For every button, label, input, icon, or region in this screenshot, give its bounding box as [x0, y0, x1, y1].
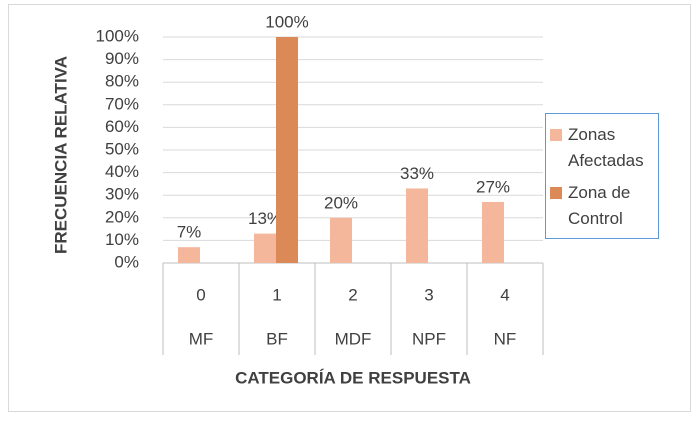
x-tick-label: 2	[348, 285, 357, 304]
x-subcategory-label: NF	[494, 329, 517, 348]
legend-swatch	[550, 187, 562, 199]
y-tick-label: 40%	[105, 162, 139, 181]
legend-label: Zona de Control	[568, 183, 631, 228]
bar	[330, 217, 352, 263]
y-tick-label: 0%	[114, 252, 139, 271]
data-label: 100%	[265, 12, 308, 31]
y-axis-title: FRECUENCIA RELATIVA	[51, 56, 70, 254]
y-tick-label: 80%	[105, 72, 139, 91]
x-subcategory-label: MF	[189, 329, 214, 348]
legend-item: Zona de Control	[550, 180, 654, 232]
data-label: 7%	[177, 223, 202, 242]
y-tick-label: 10%	[105, 230, 139, 249]
bar	[406, 188, 428, 263]
y-tick-label: 70%	[105, 94, 139, 113]
bar	[254, 233, 276, 263]
bar	[178, 247, 200, 263]
x-tick-label: 3	[424, 285, 433, 304]
y-tick-label: 90%	[105, 49, 139, 68]
x-tick-label: 1	[272, 285, 281, 304]
y-tick-label: 50%	[105, 139, 139, 158]
x-subcategory-label: BF	[266, 329, 288, 348]
bar	[482, 201, 504, 263]
legend-label: Zonas Afectadas	[568, 125, 644, 170]
data-label: 33%	[400, 164, 434, 183]
legend-swatch	[550, 129, 562, 141]
x-tick-label: 0	[196, 285, 205, 304]
legend-item: Zonas Afectadas	[550, 122, 654, 174]
data-label: 20%	[324, 193, 358, 212]
data-label: 13%	[248, 209, 282, 228]
y-tick-label: 100%	[96, 26, 139, 45]
y-tick-label: 60%	[105, 117, 139, 136]
y-tick-label: 30%	[105, 185, 139, 204]
bar	[276, 37, 298, 263]
x-axis-title: CATEGORÍA DE RESPUESTA	[235, 368, 471, 387]
y-tick-label: 20%	[105, 207, 139, 226]
chart-border	[8, 4, 691, 412]
data-label: 27%	[476, 177, 510, 196]
x-tick-label: 4	[500, 285, 509, 304]
x-subcategory-label: MDF	[335, 329, 372, 348]
x-subcategory-label: NPF	[412, 329, 446, 348]
legend: Zonas Afectadas Zona de Control	[545, 113, 659, 239]
